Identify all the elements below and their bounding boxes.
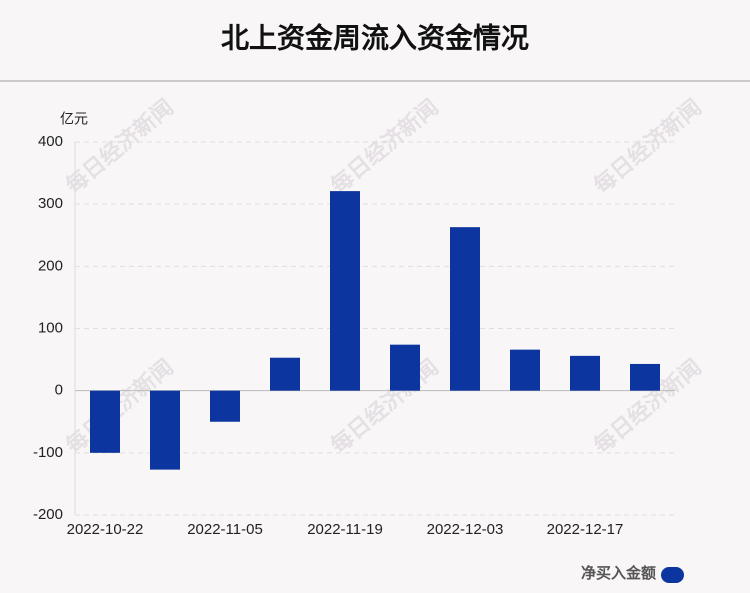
x-tick-label: 2022-11-05 [187,521,263,538]
y-tick-label: -200 [33,506,63,523]
bar [150,390,180,470]
legend-label: 净买入金额 [581,564,656,582]
bar [390,344,420,391]
x-tick-label: 2022-11-19 [307,521,383,538]
y-unit: 亿元 [60,111,88,127]
watermark: 每日经济新闻 [326,94,443,198]
x-tick-label: 2022-12-03 [427,521,504,538]
y-tick-label: 200 [38,257,63,274]
chart-title: 北上资金周流入资金情况 [221,21,529,53]
x-tick-label: 2022-10-22 [67,521,144,538]
bar [270,357,300,391]
watermark: 每日经济新闻 [589,94,706,198]
bar [510,349,540,391]
y-tick-label: -100 [33,444,63,461]
y-tick-label: 300 [38,195,63,212]
y-tick-label: 100 [38,319,63,336]
bar [630,363,660,391]
bar [210,390,240,422]
y-tick-label: 400 [38,133,63,150]
y-tick-label: 0 [55,382,63,399]
x-tick-label: 2022-12-17 [547,521,624,538]
legend-swatch [661,567,684,583]
bar [450,227,480,391]
bar [570,355,600,391]
bar [330,191,360,391]
bar [90,390,120,453]
